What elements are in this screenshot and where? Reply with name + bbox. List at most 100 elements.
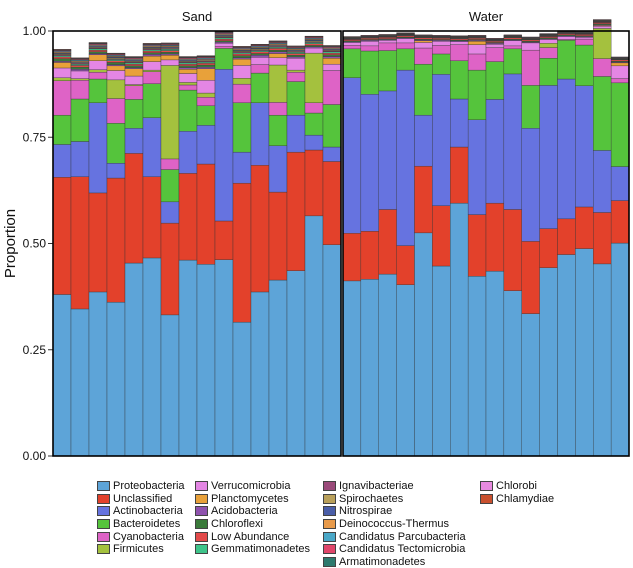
- bar-segment-gemmatimonadetes: [88, 48, 108, 51]
- bar-segment-unclassified: [610, 200, 630, 244]
- bar-segment-acidobacteria: [250, 55, 270, 58]
- bar-segment-bacteroidetes: [286, 81, 306, 116]
- bar-segment-firmicutes: [196, 92, 216, 98]
- bar-segment-proteobacteria: [232, 321, 252, 457]
- bar-segment-unclassified: [378, 209, 397, 275]
- bar-segment-actinobacteria: [575, 85, 594, 208]
- bar-segment-cyanobacteria: [304, 102, 324, 114]
- bar-segment-gemmatimonadetes: [268, 46, 288, 49]
- bar-segment-cyanobacteria: [52, 80, 72, 116]
- legend-swatch: [97, 519, 110, 530]
- legend-column: Chlorobi Chlamydiae: [480, 480, 554, 505]
- bar-segment-unclassified: [232, 182, 252, 323]
- bar-segment-actinobacteria: [70, 141, 90, 177]
- bar-segment-acidobacteria: [106, 64, 126, 67]
- bar-segment-gemmatimonadetes: [124, 62, 144, 65]
- legend-label: Proteobacteria: [113, 480, 185, 493]
- bar-segment-unclassified: [268, 191, 288, 281]
- legend-swatch: [195, 481, 208, 492]
- bar-segment-firmicutes: [593, 28, 612, 59]
- bar-segment-firmicutes: [52, 77, 72, 81]
- legend-item: Unclassified: [97, 493, 185, 506]
- bar-segment-low-abundance: [414, 37, 433, 40]
- bar-segment-bacteroidetes: [250, 72, 270, 103]
- bar-segment-actinobacteria: [414, 114, 433, 167]
- bar-segment-low-abundance: [396, 35, 415, 38]
- y-tick-label: 0.00: [23, 449, 47, 463]
- bar-segment-planctomycetes: [88, 54, 108, 61]
- bar-segment-planctomycetes: [322, 58, 342, 65]
- legend-label: Chloroflexi: [211, 518, 263, 531]
- bar-segment-cyanobacteria: [593, 58, 612, 77]
- bar-segment-cyanobacteria: [539, 47, 558, 59]
- bar-segment-planctomycetes: [467, 41, 487, 45]
- bar-segment-unclassified: [396, 245, 415, 285]
- bar-segment-actinobacteria: [485, 99, 505, 204]
- bar-segment-bacteroidetes: [557, 40, 576, 80]
- bar-segment-firmicutes: [539, 43, 558, 48]
- bar-segment-unclassified: [160, 222, 180, 316]
- legend-swatch: [195, 506, 208, 517]
- bar-segment-chloroflexi: [88, 51, 108, 54]
- legend-column: Ignavibacteriae Spirochaetes Nitrospirae De…: [323, 480, 466, 568]
- bar-segment-proteobacteria: [52, 294, 72, 457]
- bar-segment-proteobacteria: [521, 313, 540, 457]
- bar-segment-cyanobacteria: [450, 44, 469, 61]
- bar-segment-verrucomicrobia: [70, 70, 90, 79]
- legend-item: Planctomycetes: [195, 493, 310, 506]
- legend-label: Candidatus Tectomicrobia: [339, 543, 466, 556]
- bar-segment-proteobacteria: [196, 264, 216, 457]
- bar-segment-proteobacteria: [342, 280, 362, 457]
- bar-segment-chloroflexi: [124, 65, 144, 68]
- bar-segment-unclassified: [250, 165, 270, 293]
- y-axis-label: Proportion: [2, 209, 19, 278]
- bar-segment-proteobacteria: [322, 244, 342, 457]
- bar-segment-actinobacteria: [378, 90, 397, 210]
- legend: Proteobacteria Unclassified Actinobacteria…: [97, 480, 627, 568]
- legend-swatch: [97, 531, 110, 542]
- bar-segment-low-abundance: [360, 38, 379, 40]
- bar-segment-unclassified: [593, 212, 612, 265]
- legend-item: Acidobacteria: [195, 505, 310, 518]
- bar-segment-actinobacteria: [106, 163, 126, 179]
- bar-segment-proteobacteria: [432, 265, 451, 457]
- bar-segment-verrucomicrobia: [322, 63, 342, 71]
- bar-segment-chloroflexi: [178, 65, 198, 68]
- bar-segment-cyanobacteria: [250, 64, 270, 74]
- bar-segment-proteobacteria: [610, 242, 630, 457]
- bar-segment-low-abundance: [52, 56, 72, 59]
- bar-segment-cyanobacteria: [503, 45, 522, 50]
- bar-segment-verrucomicrobia: [268, 57, 288, 66]
- bar-segment-acidobacteria: [160, 53, 180, 56]
- legend-label: Bacteroidetes: [113, 518, 181, 531]
- legend-label: Candidatus Parcubacteria: [339, 530, 466, 543]
- bar-segment-verrucomicrobia: [250, 57, 270, 65]
- bar-segment-actinobacteria: [214, 69, 234, 222]
- bar-segment-bacteroidetes: [610, 82, 630, 167]
- bar-segment-gemmatimonadetes: [232, 52, 252, 55]
- bar-segment-low-abundance: [142, 50, 162, 53]
- bar-segment-verrucomicrobia: [124, 75, 144, 85]
- legend-swatch: [323, 544, 336, 555]
- bar-segment-bacteroidetes: [432, 53, 451, 75]
- bar-segment-firmicutes: [286, 69, 306, 73]
- bar-segment-proteobacteria: [70, 308, 90, 457]
- bar-segment-verrucomicrobia: [286, 58, 306, 71]
- bar-segment-actinobacteria: [450, 98, 469, 148]
- bar-segment-verrucomicrobia: [360, 41, 379, 47]
- bar-segment-planctomycetes: [610, 62, 630, 67]
- bar-segment-planctomycetes: [52, 62, 72, 69]
- legend-item: Firmicutes: [97, 543, 185, 556]
- legend-swatch: [97, 481, 110, 492]
- bar-segment-acidobacteria: [286, 56, 306, 59]
- bar-segment-planctomycetes: [196, 68, 216, 81]
- legend-item: Ignavibacteriae: [323, 480, 466, 493]
- bar-segment-unclassified: [414, 165, 433, 234]
- bar-segment-actinobacteria: [396, 69, 415, 246]
- bar-segment-verrucomicrobia: [485, 43, 505, 48]
- panel-title-sand: Sand: [182, 9, 212, 24]
- legend-label: Chlorobi: [496, 480, 537, 493]
- bar-segment-proteobacteria: [396, 284, 415, 457]
- bar-segment-bacteroidetes: [342, 48, 362, 78]
- bar-segment-verrucomicrobia: [52, 67, 72, 78]
